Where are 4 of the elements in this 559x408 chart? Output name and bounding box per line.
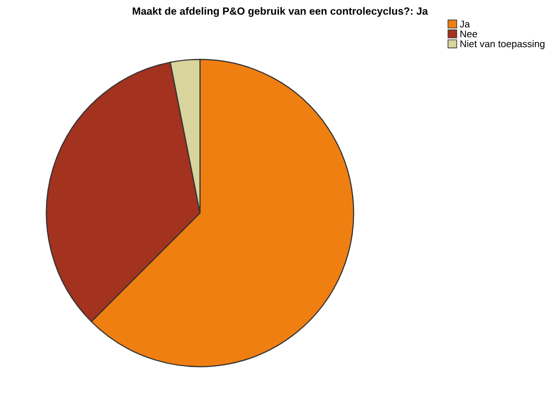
chart-title: Maakt de afdeling P&O gebruik van een controlecyclus?: Ja (132, 7, 428, 17)
legend-label: Niet van toepassing (460, 40, 544, 50)
legend-label: Ja (460, 20, 470, 28)
legend-label: Nee (460, 30, 478, 38)
